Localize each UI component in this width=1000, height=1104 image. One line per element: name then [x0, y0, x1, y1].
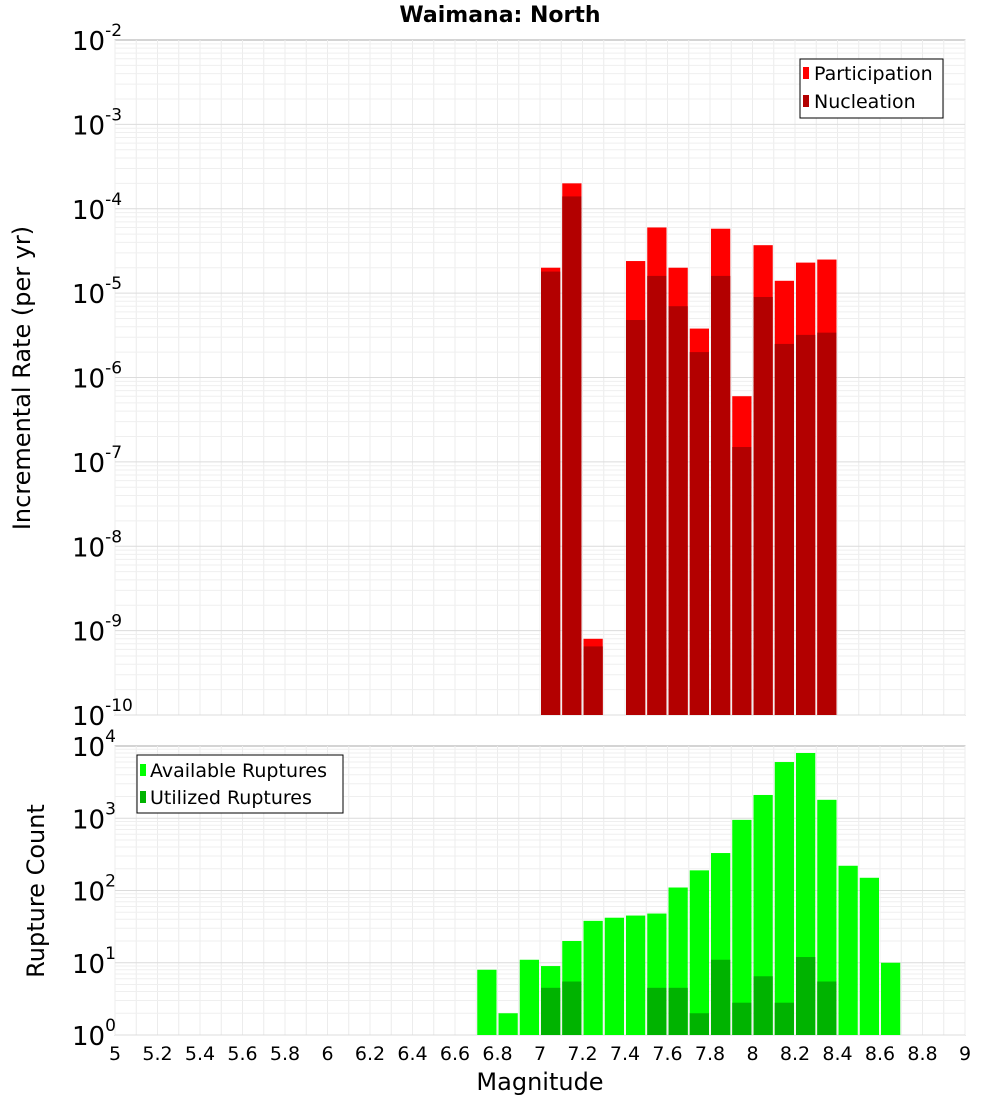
y-tick-label: 104 — [72, 727, 116, 763]
count-bar-a-13 — [753, 794, 773, 1035]
x-tick-label: 6.2 — [355, 1043, 385, 1065]
count-bar-a-16 — [817, 799, 837, 1035]
x-tick-label: 8.6 — [865, 1043, 895, 1065]
count-bar-a-19 — [881, 962, 901, 1035]
x-tick-label: 5.2 — [142, 1043, 172, 1065]
count-bar-b-16 — [817, 981, 837, 1035]
x-tick-label: 5 — [109, 1043, 121, 1065]
count-legend: Available Ruptures Utilized Ruptures — [136, 754, 344, 814]
x-tick-label: 6.6 — [440, 1043, 470, 1065]
legend-label-participation: Participation — [814, 63, 933, 85]
legend-swatch-available — [140, 764, 146, 776]
x-tick-label: 5.6 — [227, 1043, 257, 1065]
chart-title: Waimana: North — [399, 3, 600, 28]
count-bar-b-10 — [689, 1013, 709, 1035]
legend-label-available: Available Ruptures — [150, 760, 327, 782]
count-bar-b-4 — [562, 981, 582, 1035]
count-bar-a-5 — [583, 920, 603, 1035]
count-bar-b-11 — [711, 959, 731, 1035]
rate-bars — [541, 183, 837, 716]
legend-swatch-utilized — [140, 791, 146, 803]
count-bar-b-13 — [753, 976, 773, 1035]
count-bar-a-17 — [838, 865, 858, 1035]
rate-bar-b-9 — [732, 447, 752, 715]
count-bar-b-9 — [668, 987, 688, 1035]
count-bar-b-14 — [774, 1002, 794, 1035]
rate-bar-b-13 — [817, 332, 837, 715]
count-bar-a-0 — [477, 969, 497, 1035]
x-tick-label: 8.8 — [907, 1043, 937, 1065]
x-tick-label: 7 — [534, 1043, 546, 1065]
count-bar-a-1 — [498, 1013, 518, 1035]
x-tick-label: 8.4 — [822, 1043, 852, 1065]
rate-legend-box — [799, 58, 944, 119]
rate-legend: Participation Nucleation — [799, 58, 944, 119]
legend-swatch-participation — [803, 67, 809, 79]
rate-bar-b-1 — [562, 196, 582, 716]
x-tick-label: 8 — [746, 1043, 758, 1065]
count-y-axis-label: Rupture Count — [22, 804, 50, 978]
rate-bar-b-0 — [541, 271, 561, 715]
rate-bar-b-11 — [774, 343, 794, 715]
rate-bar-b-12 — [796, 334, 816, 715]
x-tick-label: 7.2 — [567, 1043, 597, 1065]
rate-bar-b-5 — [647, 275, 667, 715]
count-bar-a-7 — [626, 915, 646, 1035]
rate-bar-b-4 — [626, 320, 646, 715]
rate-bar-b-8 — [711, 275, 731, 715]
x-tick-label: 8.2 — [780, 1043, 810, 1065]
y-tick-label: 102 — [72, 872, 116, 908]
x-tick-label: 6.8 — [482, 1043, 512, 1065]
rate-bar-b-6 — [668, 306, 688, 715]
rate-grid — [114, 40, 966, 716]
x-tick-label: 9 — [959, 1043, 971, 1065]
x-tick-label: 7.8 — [695, 1043, 725, 1065]
x-axis-label: Magnitude — [476, 1068, 603, 1096]
x-tick-label: 6 — [321, 1043, 333, 1065]
x-tick-label: 5.8 — [270, 1043, 300, 1065]
y-tick-label: 10-10 — [72, 696, 133, 732]
rate-y-axis-label: Incremental Rate (per yr) — [8, 226, 36, 530]
count-bar-a-6 — [604, 917, 624, 1035]
count-bar-b-12 — [732, 1002, 752, 1035]
count-bar-b-3 — [541, 987, 561, 1035]
count-bar-a-12 — [732, 819, 752, 1035]
legend-label-utilized: Utilized Ruptures — [150, 787, 312, 809]
rate-bar-b-7 — [689, 352, 709, 715]
count-bar-a-14 — [774, 762, 794, 1035]
x-tick-label: 5.4 — [185, 1043, 215, 1065]
count-legend-box — [136, 754, 344, 814]
rate-bar-b-10 — [753, 296, 773, 715]
count-bars — [477, 753, 901, 1035]
x-tick-label: 6.4 — [397, 1043, 427, 1065]
count-x-ticks: 5 5.2 5.4 5.6 5.8 6 6.2 6.4 6.6 6.8 7 7.2 7.4 7.6 7.8 8… — [109, 1043, 971, 1065]
legend-label-nucleation: Nucleation — [814, 91, 916, 113]
count-bar-b-15 — [796, 957, 816, 1035]
y-tick-label: 101 — [72, 944, 116, 980]
count-bar-a-10 — [689, 870, 709, 1035]
legend-swatch-nucleation — [803, 95, 809, 107]
y-tick-label: 103 — [72, 799, 116, 835]
count-bar-a-2 — [519, 959, 539, 1035]
count-bar-a-18 — [859, 877, 879, 1035]
count-bar-b-8 — [647, 987, 667, 1035]
rate-bar-b-2 — [583, 646, 603, 715]
x-tick-label: 7.6 — [652, 1043, 682, 1065]
x-tick-label: 7.4 — [610, 1043, 640, 1065]
